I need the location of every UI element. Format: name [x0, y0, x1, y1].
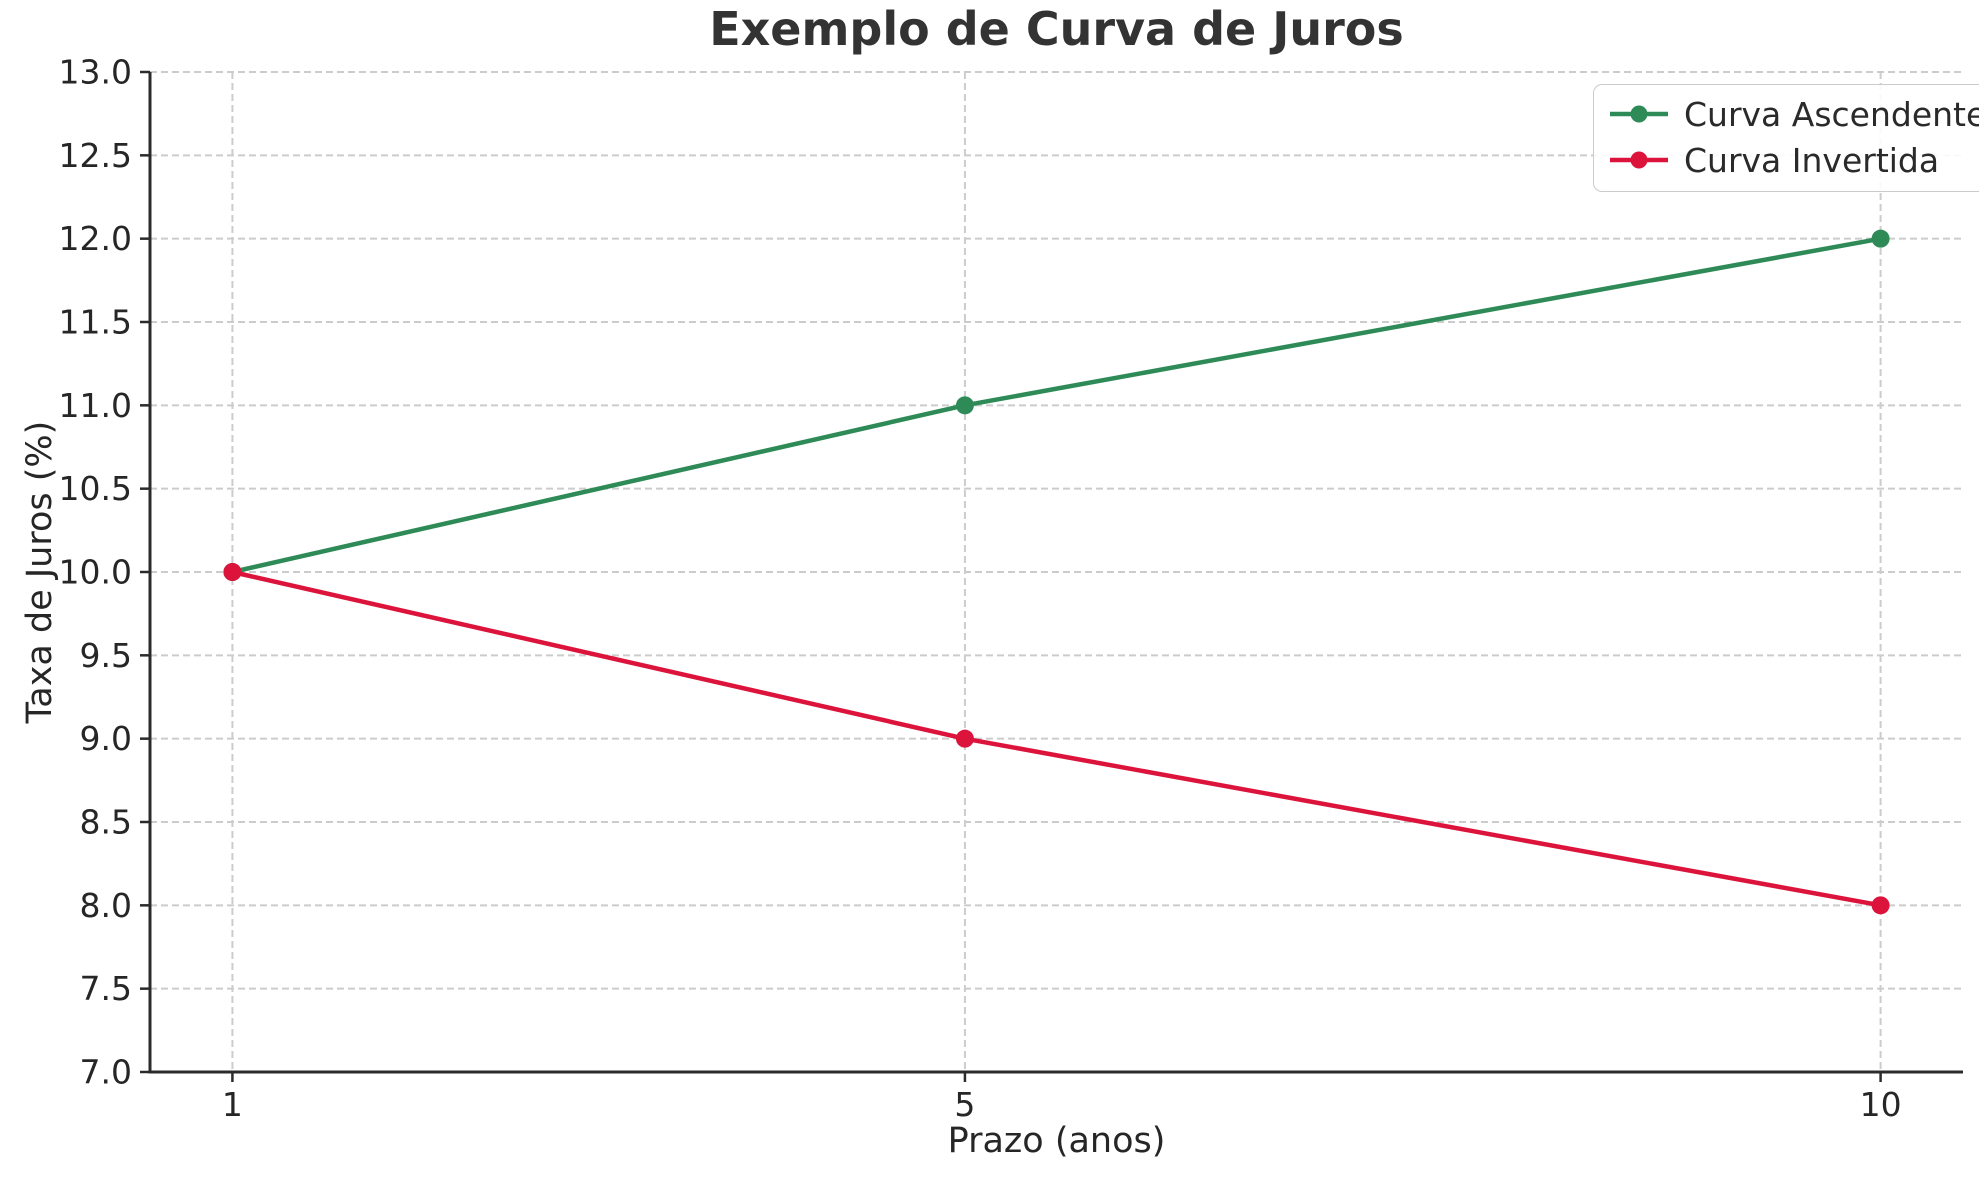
- y-tick-label: 8.0: [80, 886, 132, 925]
- y-tick-label: 12.0: [59, 219, 132, 258]
- legend-label-curva-ascendente: Curva Ascendente: [1684, 94, 1979, 134]
- y-tick-label: 11.5: [59, 303, 132, 342]
- y-tick-label: 8.5: [80, 803, 132, 842]
- chart-title: Exemplo de Curva de Juros: [709, 2, 1404, 56]
- data-point-marker-curva-ascendente: [955, 396, 974, 415]
- y-tick-label: 13.0: [59, 53, 132, 92]
- legend-item-curva-invertida: Curva Invertida: [1608, 140, 1979, 180]
- legend-line-marker-icon: [1610, 151, 1668, 169]
- legend-label-curva-invertida: Curva Invertida: [1684, 140, 1940, 180]
- data-point-marker-curva-invertida: [955, 729, 974, 748]
- legend-line-marker-icon: [1610, 105, 1668, 123]
- y-tick-label: 7.0: [80, 1053, 132, 1092]
- x-tick-label: 10: [1860, 1085, 1902, 1124]
- legend-item-curva-ascendente: Curva Ascendente: [1608, 94, 1979, 134]
- y-tick-label: 9.5: [80, 636, 132, 675]
- y-tick-label: 10.0: [59, 553, 132, 592]
- data-point-marker-curva-invertida: [223, 563, 242, 581]
- y-tick-label: 11.0: [59, 386, 132, 425]
- y-tick-label: 10.5: [59, 469, 132, 508]
- x-axis-label: Prazo (anos): [947, 1121, 1166, 1161]
- data-point-marker-curva-invertida: [1871, 896, 1890, 915]
- y-tick-label: 9.0: [80, 719, 132, 758]
- x-tick-label: 1: [222, 1085, 243, 1124]
- data-point-marker-curva-ascendente: [1871, 229, 1890, 248]
- y-tick-label: 12.5: [59, 136, 132, 175]
- legend: Curva Ascendente Curva Invertida: [1593, 84, 1979, 192]
- y-tick-label: 7.5: [80, 969, 132, 1008]
- x-tick-label: 5: [954, 1085, 975, 1124]
